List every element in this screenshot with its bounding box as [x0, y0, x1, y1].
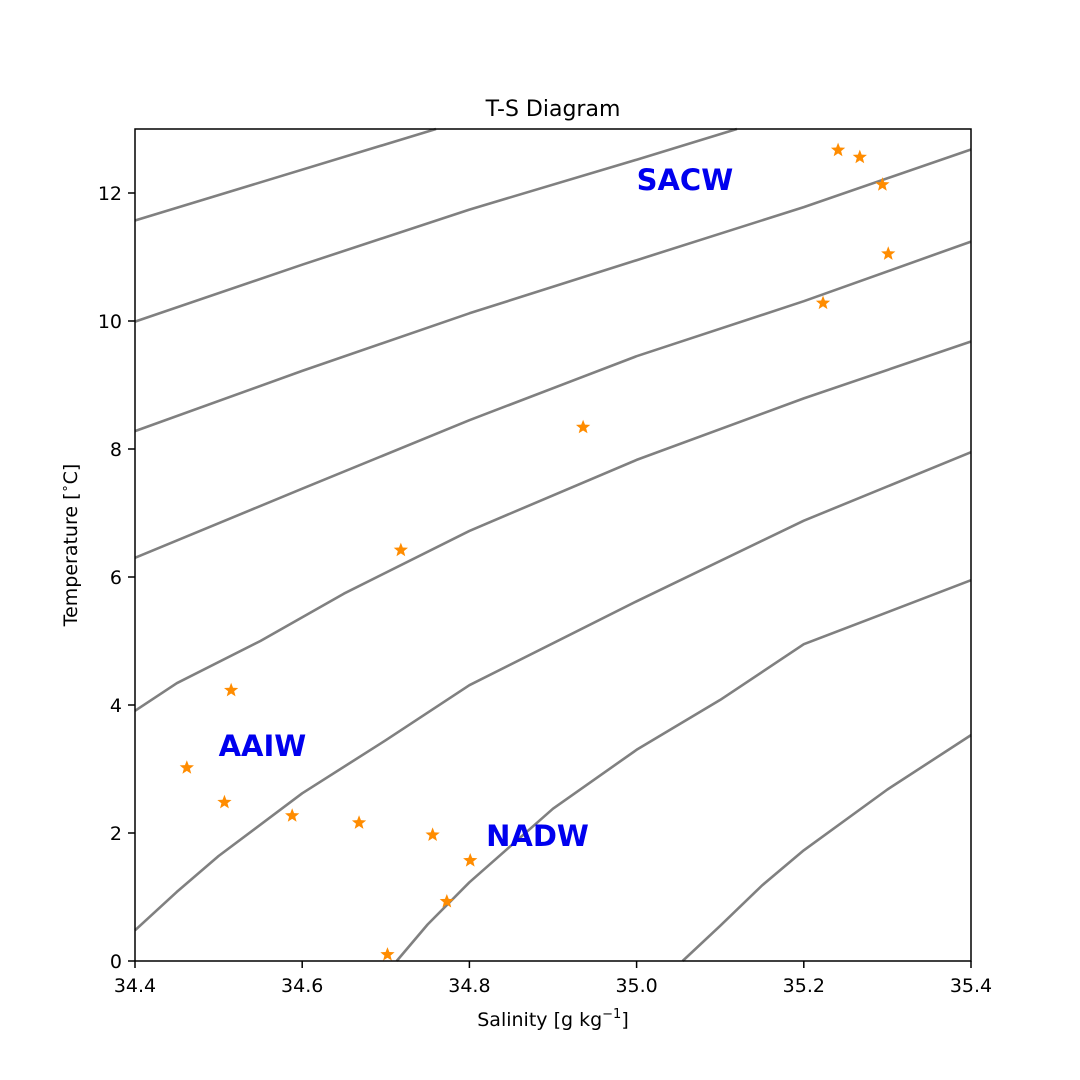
y-tick-label: 10 [98, 311, 122, 333]
isopycnal-contours [134, 127, 972, 962]
x-tick-label: 35.2 [783, 975, 825, 997]
y-axis-label: Temperature [∘C] [58, 464, 82, 628]
x-tick-label: 34.4 [114, 975, 156, 997]
annotation-nadw: NADW [486, 819, 589, 853]
y-tick-label: 2 [110, 823, 122, 845]
data-points [179, 142, 896, 961]
isopycnal-line-2 [134, 127, 738, 323]
chart-title: T-S Diagram [485, 97, 621, 122]
data-point-8 [425, 827, 440, 841]
data-point-15 [875, 177, 890, 191]
y-tick-label: 6 [110, 567, 122, 589]
isopycnal-line-8 [681, 734, 972, 962]
data-point-2 [217, 794, 232, 809]
x-tick-label: 35.0 [615, 975, 657, 997]
isopycnal-line-7 [395, 578, 972, 962]
data-point-13 [830, 142, 846, 157]
data-point-14 [852, 149, 867, 164]
plot-frame [134, 128, 972, 962]
isopycnal-line-3 [134, 148, 972, 433]
data-point-6 [380, 947, 395, 961]
data-point-9 [439, 893, 454, 908]
y-tick-label: 12 [98, 183, 122, 205]
data-point-10 [463, 853, 478, 867]
isopycnal-line-4 [134, 240, 972, 560]
isopycnal-line-1 [134, 127, 437, 222]
data-point-1 [179, 760, 194, 774]
annotation-aaiw: AAIW [219, 729, 307, 763]
x-tick-label: 34.8 [448, 975, 490, 997]
x-tick-label: 35.4 [950, 975, 992, 997]
data-point-16 [881, 246, 896, 260]
x-axis-label: Salinity [g kg−1] [477, 1007, 629, 1031]
data-point-4 [285, 808, 300, 822]
y-tick-label: 4 [110, 695, 122, 717]
x-tick-label: 34.6 [281, 975, 323, 997]
x-axis-ticks: 34.4 34.6 34.8 35.0 35.2 35.4 [114, 961, 992, 997]
y-tick-label: 0 [110, 951, 122, 973]
data-point-12 [815, 295, 831, 310]
isopycnal-line-6 [134, 450, 972, 932]
data-point-3 [224, 682, 239, 697]
annotation-sacw: SACW [637, 163, 734, 197]
y-axis-ticks: 0 2 4 6 8 10 12 [98, 183, 135, 973]
water-mass-labels: SACW AAIW NADW [219, 163, 734, 853]
data-point-5 [351, 815, 367, 829]
data-point-7 [393, 542, 408, 557]
isopycnal-line-5 [134, 340, 972, 712]
y-tick-label: 8 [110, 439, 122, 461]
data-point-11 [575, 419, 591, 434]
